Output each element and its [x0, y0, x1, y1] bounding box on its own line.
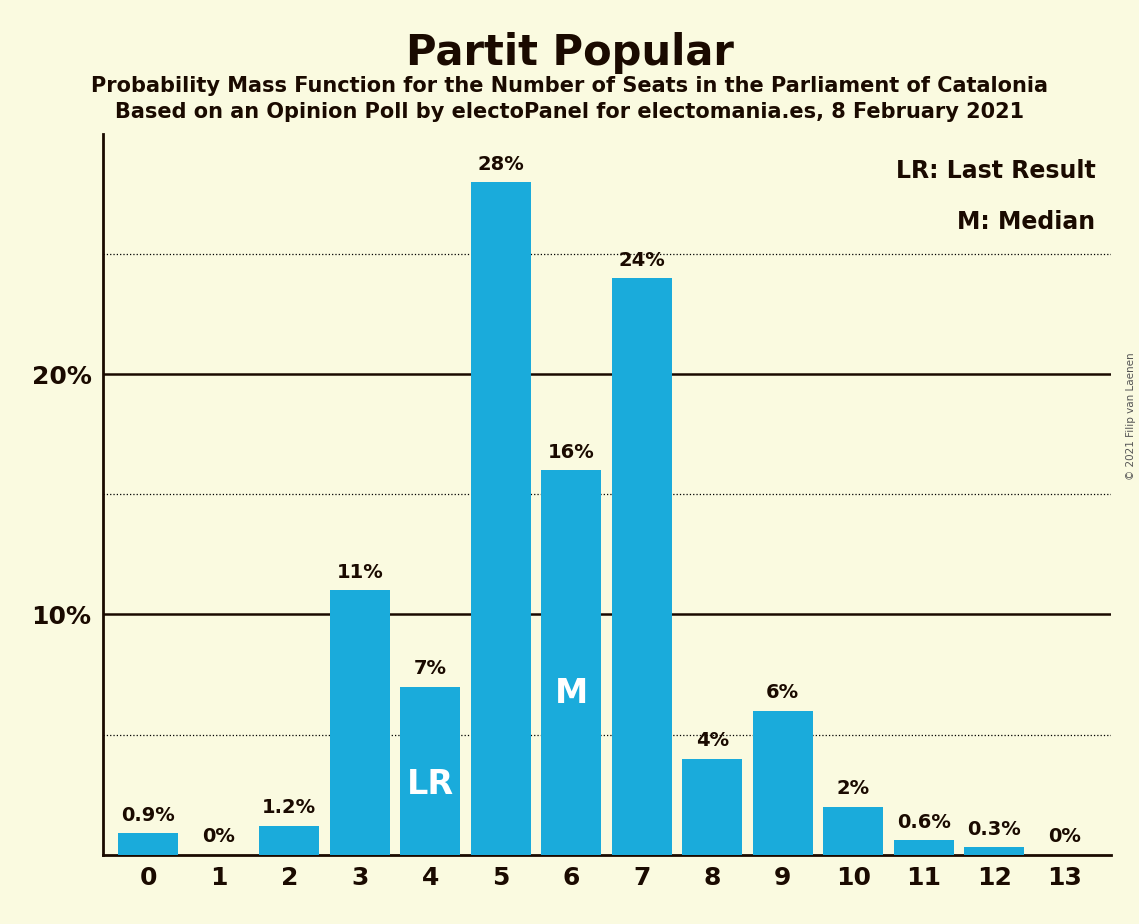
Text: 0%: 0% — [1048, 827, 1081, 846]
Text: Based on an Opinion Poll by electoPanel for electomania.es, 8 February 2021: Based on an Opinion Poll by electoPanel … — [115, 102, 1024, 122]
Bar — [823, 807, 883, 855]
Text: 0.6%: 0.6% — [896, 813, 951, 832]
Bar — [470, 182, 531, 855]
Text: 16%: 16% — [548, 443, 595, 462]
Text: 1.2%: 1.2% — [262, 798, 317, 818]
Bar — [612, 278, 672, 855]
Text: M: M — [555, 676, 588, 710]
Bar — [260, 826, 319, 855]
Text: 7%: 7% — [413, 659, 446, 678]
Text: 0.9%: 0.9% — [122, 806, 175, 825]
Text: 11%: 11% — [336, 563, 383, 582]
Text: 6%: 6% — [767, 683, 800, 702]
Text: 0%: 0% — [203, 827, 236, 846]
Bar — [400, 687, 460, 855]
Bar — [753, 711, 813, 855]
Text: 0.3%: 0.3% — [967, 821, 1021, 839]
Text: 28%: 28% — [477, 154, 524, 174]
Text: 4%: 4% — [696, 731, 729, 750]
Bar — [118, 833, 179, 855]
Text: Partit Popular: Partit Popular — [405, 32, 734, 74]
Text: 2%: 2% — [837, 779, 870, 798]
Text: LR: Last Result: LR: Last Result — [895, 159, 1096, 183]
Text: © 2021 Filip van Laenen: © 2021 Filip van Laenen — [1126, 352, 1136, 480]
Text: M: Median: M: Median — [957, 210, 1096, 234]
Text: Probability Mass Function for the Number of Seats in the Parliament of Catalonia: Probability Mass Function for the Number… — [91, 76, 1048, 96]
Bar — [330, 590, 390, 855]
Text: LR: LR — [407, 768, 453, 800]
Bar — [965, 847, 1024, 855]
Bar — [894, 840, 953, 855]
Text: 24%: 24% — [618, 250, 665, 270]
Bar — [541, 470, 601, 855]
Bar — [682, 759, 743, 855]
